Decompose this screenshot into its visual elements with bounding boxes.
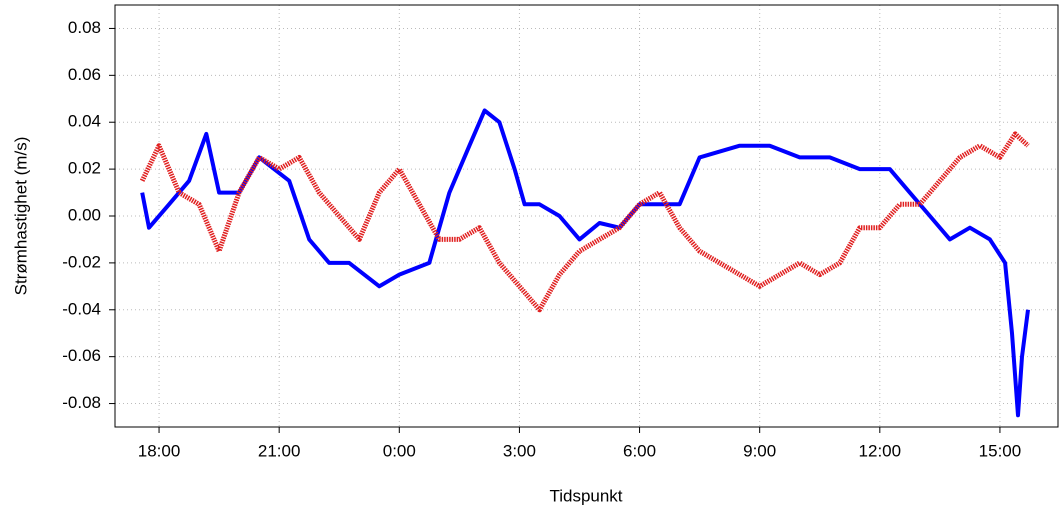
y-tick-label: -0.04: [62, 299, 101, 318]
plot-frame: [114, 4, 1059, 428]
y-tick-label: 0.08: [68, 18, 101, 37]
y-tick-label: -0.08: [62, 393, 101, 412]
series-line: [139, 131, 1030, 313]
y-tick-label: 0.06: [68, 65, 101, 84]
x-tick-label: 12:00: [859, 441, 902, 460]
x-tick-label: 18:00: [138, 441, 181, 460]
y-tick-label: 0.00: [68, 205, 101, 224]
y-tick-label: -0.06: [62, 346, 101, 365]
x-tick-label: 6:00: [623, 441, 656, 460]
x-tick-label: 0:00: [383, 441, 416, 460]
x-tick-label: 3:00: [503, 441, 536, 460]
y-tick-label: 0.02: [68, 159, 101, 178]
series-line: [140, 108, 1030, 418]
y-axis-label: Strømhastighet (m/s): [11, 137, 30, 296]
x-tick-label: 9:00: [743, 441, 776, 460]
x-axis-label: Tidspunkt: [549, 486, 622, 505]
x-tick-label: 21:00: [258, 441, 301, 460]
x-tick-label: 15:00: [979, 441, 1022, 460]
y-tick-label: -0.02: [62, 252, 101, 271]
y-tick-label: 0.04: [68, 112, 101, 131]
